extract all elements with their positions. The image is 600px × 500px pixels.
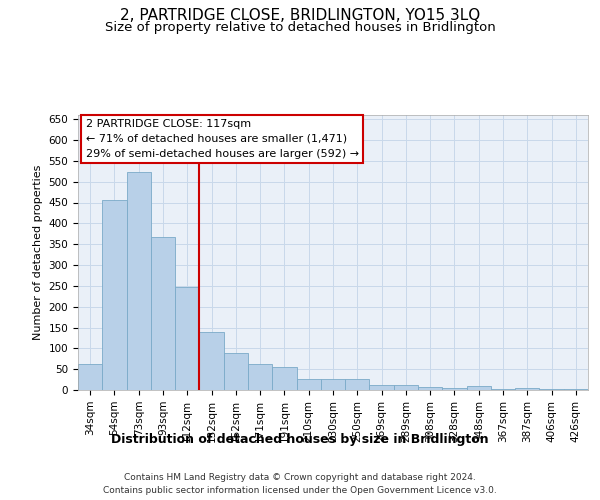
Bar: [248, 364, 272, 390]
Bar: [345, 379, 370, 390]
Text: Distribution of detached houses by size in Bridlington: Distribution of detached houses by size …: [111, 432, 489, 446]
Bar: [151, 237, 175, 390]
Bar: [102, 200, 127, 390]
Bar: [564, 389, 588, 390]
Text: Contains public sector information licensed under the Open Government Licence v3: Contains public sector information licen…: [103, 486, 497, 495]
Bar: [539, 389, 564, 390]
Bar: [224, 352, 248, 390]
Bar: [321, 379, 345, 390]
Bar: [175, 287, 199, 390]
Bar: [418, 387, 442, 390]
Bar: [467, 386, 491, 390]
Bar: [127, 172, 151, 390]
Text: Size of property relative to detached houses in Bridlington: Size of property relative to detached ho…: [104, 21, 496, 34]
Text: 2 PARTRIDGE CLOSE: 117sqm
← 71% of detached houses are smaller (1,471)
29% of se: 2 PARTRIDGE CLOSE: 117sqm ← 71% of detac…: [86, 119, 359, 158]
Y-axis label: Number of detached properties: Number of detached properties: [33, 165, 43, 340]
Text: 2, PARTRIDGE CLOSE, BRIDLINGTON, YO15 3LQ: 2, PARTRIDGE CLOSE, BRIDLINGTON, YO15 3L…: [120, 8, 480, 22]
Bar: [515, 388, 539, 390]
Bar: [442, 388, 467, 390]
Bar: [78, 364, 102, 390]
Bar: [296, 379, 321, 390]
Bar: [272, 367, 296, 390]
Bar: [370, 386, 394, 390]
Bar: [199, 332, 224, 390]
Text: Contains HM Land Registry data © Crown copyright and database right 2024.: Contains HM Land Registry data © Crown c…: [124, 472, 476, 482]
Bar: [394, 385, 418, 390]
Bar: [491, 389, 515, 390]
